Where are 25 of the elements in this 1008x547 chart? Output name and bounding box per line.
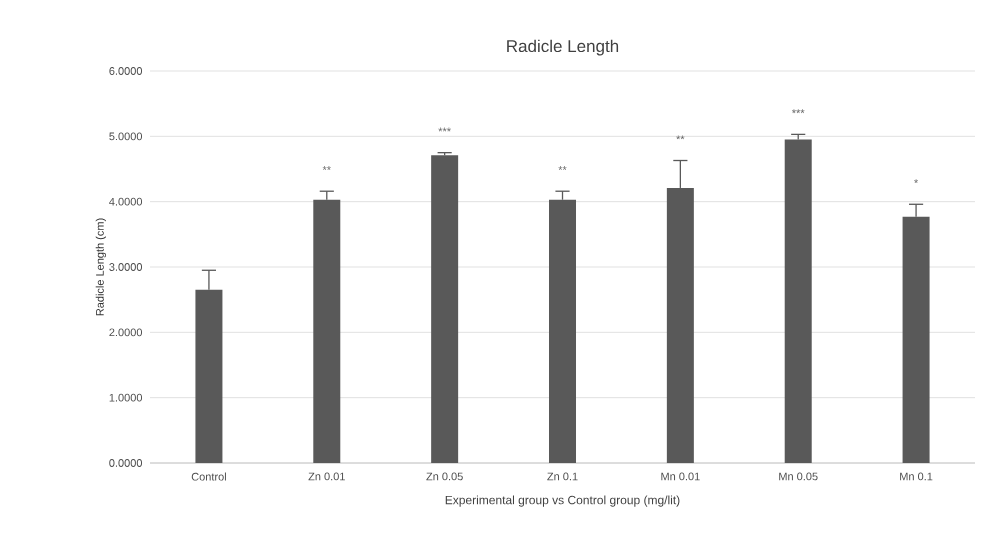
x-tick-label: Mn 0.05 — [779, 472, 818, 481]
annotation: *** — [791, 109, 805, 114]
y-tick-label: 2.0000 — [109, 328, 143, 337]
annotation: ** — [322, 166, 331, 170]
x-tick-label: Mn 0.01 — [661, 472, 700, 481]
x-tick-label: Zn 0.01 — [308, 472, 345, 481]
annotation: *** — [438, 127, 451, 132]
x-tick-label: Zn 0.1 — [547, 472, 578, 481]
bar — [784, 139, 812, 463]
y-axis-title: Radicle Length (cm) — [95, 218, 106, 316]
y-tick-label: 5.0000 — [109, 132, 143, 141]
y-tick-label: 4.0000 — [109, 197, 143, 206]
x-axis-title: Experimental group vs Control group (mg/lit) — [445, 495, 680, 507]
y-tick-label: 3.0000 — [109, 263, 143, 271]
y-tick-label: 1.0000 — [109, 393, 143, 402]
x-tick-label: Mn 0.1 — [900, 472, 933, 481]
y-tick-label: 0.0000 — [109, 459, 143, 467]
chart-title: Radicle Length — [507, 39, 619, 56]
x-tick-label: Zn 0.05 — [426, 472, 463, 481]
annotation: ** — [676, 135, 685, 140]
x-tick-label: Control — [191, 472, 226, 481]
bar — [431, 155, 459, 463]
annotation: ** — [558, 166, 567, 170]
annotation: * — [914, 179, 919, 184]
y-tick-label: 6.0000 — [109, 67, 143, 75]
